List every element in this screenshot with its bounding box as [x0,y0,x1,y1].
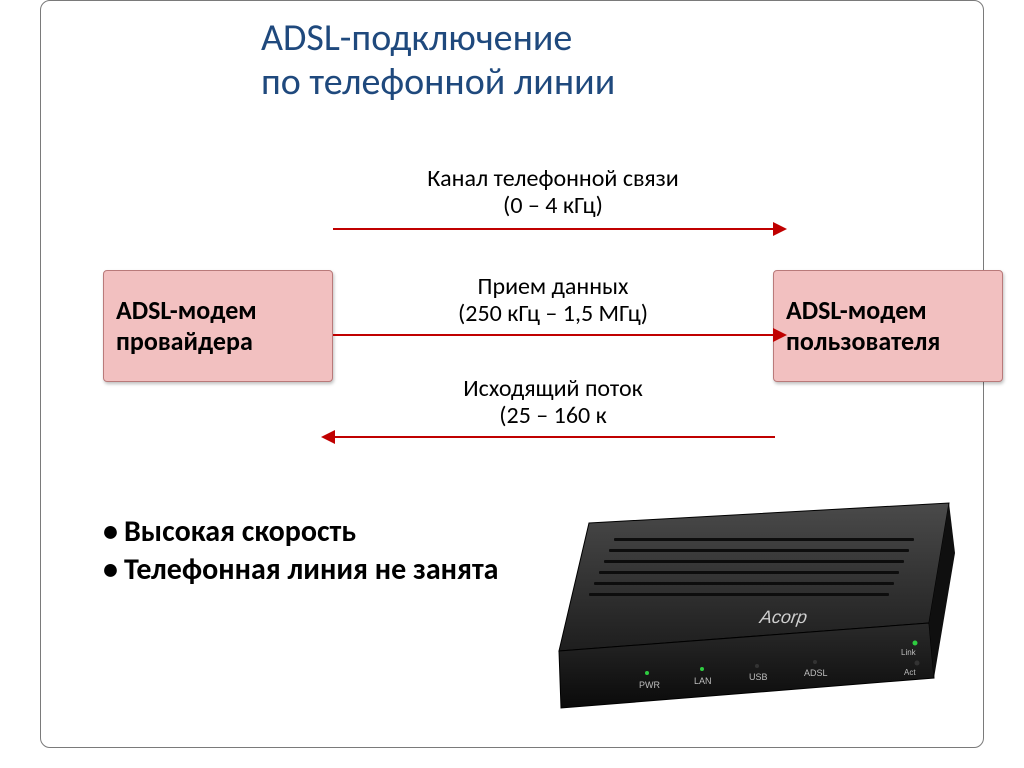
bullet-1: Высокая скорость [103,513,498,551]
channel-1-range: (0 – 4 кГц) [333,193,773,220]
svg-text:LAN: LAN [694,676,712,686]
title-line-2: по телефонной линии [261,61,615,105]
bullet-2: Телефонная линия не занята [103,551,498,589]
svg-text:Acorp: Acorp [758,607,809,627]
channel-labels: Канал телефонной связи (0 – 4 кГц) Прием… [333,226,773,426]
slide-title: ADSL-подключение по телефонной линии [261,17,615,104]
provider-modem-box: ADSL-модем провайдера [103,270,333,382]
svg-text:ADSL: ADSL [804,668,828,678]
svg-text:USB: USB [749,672,768,682]
channel-2: Прием данных (250 кГц – 1,5 МГц) [333,274,773,328]
modem-device-image: Acorp PWR LAN USB ADSL Link [529,483,969,733]
channel-3-label: Исходящий поток [333,376,773,403]
adsl-diagram: ADSL-модем провайдера ADSL-модем пользов… [103,226,1003,426]
channel-2-label: Прием данных [333,274,773,301]
provider-modem-line1: ADSL-модем [116,295,320,326]
channel-3-range: (25 – 160 к [333,403,773,430]
user-modem-line1: ADSL-модем [786,295,990,326]
title-line-1: ADSL-подключение [261,17,615,61]
slide-frame: ADSL-подключение по телефонной линии ADS… [40,0,984,748]
user-modem-line2: пользователя [786,326,990,357]
channel-2-range: (250 кГц – 1,5 МГц) [333,301,773,328]
user-modem-box: ADSL-модем пользователя [773,270,1003,382]
svg-text:Act: Act [904,668,916,677]
channel-1-label: Канал телефонной связи [333,166,773,193]
provider-modem-line2: провайдера [116,326,320,357]
svg-text:Link: Link [901,648,917,657]
svg-text:PWR: PWR [639,680,660,690]
feature-bullets: Высокая скорость Телефонная линия не зан… [103,513,498,588]
channel-1: Канал телефонной связи (0 – 4 кГц) [333,166,773,220]
channel-3: Исходящий поток (25 – 160 к [333,376,773,430]
